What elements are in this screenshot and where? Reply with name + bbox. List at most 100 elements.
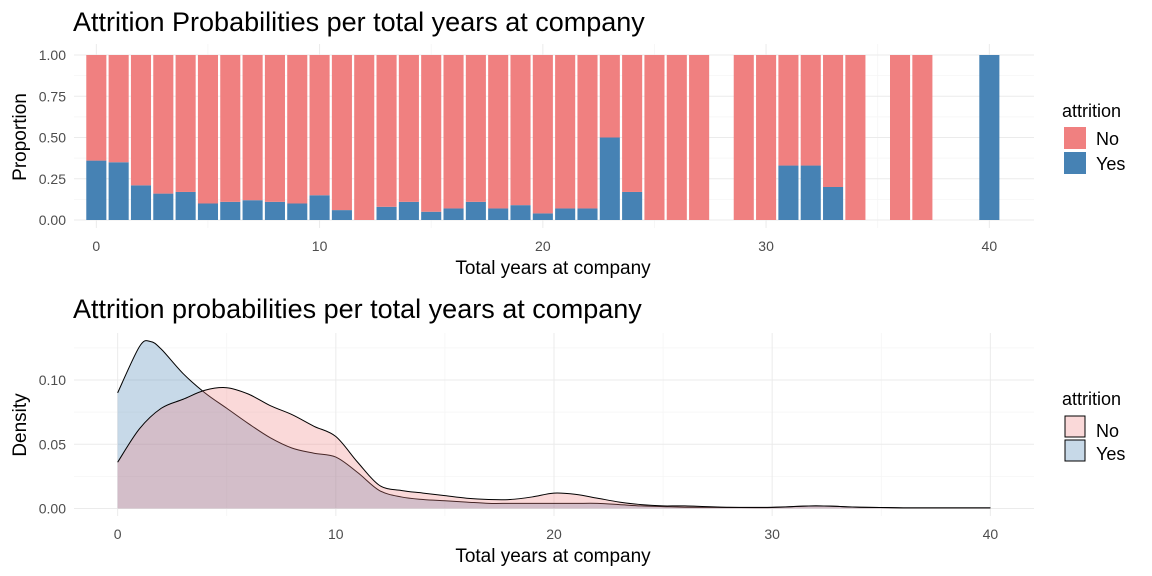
- bar-yes: [108, 162, 129, 220]
- bar-no: [733, 55, 754, 220]
- density-y-tick-label: 0.10: [39, 372, 66, 388]
- bar-no: [175, 55, 196, 192]
- bar-y-tick-label: 0.25: [39, 171, 66, 187]
- density-chart-y-ticks: 0.00 0.05 0.10: [39, 372, 66, 517]
- density-x-tick-label: 20: [546, 526, 562, 542]
- bar-no: [800, 55, 821, 166]
- bar-y-tick-label: 0.00: [39, 212, 66, 228]
- density-chart-x-axis-title: Total years at company: [455, 546, 651, 567]
- bar-yes: [287, 203, 308, 220]
- bar-x-tick-label: 0: [92, 238, 100, 254]
- bar-no: [890, 55, 911, 220]
- bar-no: [331, 55, 352, 211]
- density-x-tick-label: 0: [114, 526, 122, 542]
- bar-no: [242, 55, 263, 201]
- bar-yes: [130, 185, 152, 220]
- bar-yes: [443, 208, 464, 220]
- bar-no: [376, 55, 397, 207]
- bar-no: [666, 55, 687, 220]
- density-chart-x-ticks: 0 10 20 30 40: [114, 526, 999, 542]
- density-x-tick-label: 10: [328, 526, 344, 542]
- density-area-yes: [117, 340, 991, 509]
- bar-yes: [979, 55, 1000, 220]
- bar-chart-legend: attrition No Yes: [1062, 101, 1125, 174]
- density-chart-panel: Attrition probabilities per total years …: [10, 294, 1125, 567]
- density-legend-title: attrition: [1062, 389, 1121, 409]
- density-legend-swatch-no: [1064, 415, 1086, 438]
- bar-yes: [778, 165, 799, 220]
- bar-yes: [175, 191, 196, 220]
- density-legend-label-yes: Yes: [1096, 444, 1125, 464]
- density-chart-legend: attrition No Yes: [1062, 389, 1125, 464]
- bar-no: [465, 55, 486, 202]
- bar-no: [264, 55, 285, 202]
- density-y-tick-label: 0.00: [39, 501, 66, 517]
- bar-no: [220, 55, 241, 202]
- bar-no: [778, 55, 799, 166]
- bar-no: [644, 55, 665, 220]
- density-y-tick-label: 0.05: [39, 436, 66, 452]
- density-chart-areas: [117, 340, 991, 509]
- bar-chart-x-axis-title: Total years at company: [455, 258, 651, 279]
- bar-chart-y-axis-title: Proportion: [10, 93, 31, 181]
- bar-x-tick-label: 30: [758, 238, 774, 254]
- bar-no: [398, 55, 419, 202]
- bar-yes: [153, 193, 174, 220]
- bar-no: [845, 55, 866, 220]
- bar-no: [108, 55, 129, 163]
- bar-no: [421, 55, 442, 212]
- bar-yes: [398, 201, 419, 220]
- bar-no: [443, 55, 464, 209]
- bar-legend-title: attrition: [1062, 101, 1121, 121]
- bar-no: [532, 55, 553, 214]
- bar-yes: [421, 211, 442, 220]
- bar-chart-y-ticks: 0.00 0.25 0.50 0.75 1.00: [39, 47, 66, 228]
- bar-yes: [220, 201, 241, 220]
- density-x-tick-label: 30: [764, 526, 780, 542]
- bar-no: [354, 55, 375, 220]
- bar-no: [599, 55, 620, 138]
- bar-x-tick-label: 20: [535, 238, 551, 254]
- bar-no: [577, 55, 598, 209]
- density-chart-title: Attrition probabilities per total years …: [73, 294, 642, 324]
- bar-yes: [577, 208, 598, 220]
- bar-y-tick-label: 0.50: [39, 130, 66, 146]
- bar-yes: [800, 165, 821, 220]
- bar-chart-x-ticks: 0 10 20 30 40: [92, 238, 997, 254]
- bar-no: [309, 55, 330, 196]
- bar-yes: [532, 213, 553, 220]
- bar-yes: [555, 208, 576, 220]
- bar-no: [555, 55, 576, 209]
- bar-yes: [264, 201, 285, 220]
- bar-chart-panel: Attrition Probabilities per total years …: [10, 7, 1125, 279]
- bar-no: [823, 55, 844, 187]
- density-x-tick-label: 40: [983, 526, 999, 542]
- density-legend-swatch-yes: [1064, 439, 1086, 462]
- bar-yes: [197, 203, 218, 220]
- bar-yes: [86, 160, 107, 220]
- bar-yes: [309, 195, 330, 220]
- bar-no: [689, 55, 710, 220]
- bar-yes: [622, 191, 643, 220]
- bar-no: [510, 55, 531, 206]
- density-area-no: [117, 387, 991, 509]
- density-chart-y-axis-title: Density: [10, 393, 31, 457]
- bar-no: [488, 55, 509, 209]
- bar-yes: [242, 200, 263, 220]
- bar-chart-title: Attrition Probabilities per total years …: [73, 7, 645, 37]
- bar-yes: [823, 187, 844, 220]
- bar-legend-label-yes: Yes: [1096, 154, 1125, 174]
- bar-no: [130, 55, 152, 186]
- bar-x-tick-label: 40: [982, 238, 998, 254]
- bar-no: [86, 55, 107, 161]
- bar-y-tick-label: 1.00: [39, 47, 66, 63]
- bar-yes: [331, 210, 352, 220]
- bar-legend-swatch-no: [1064, 127, 1086, 149]
- bar-no: [197, 55, 218, 204]
- density-legend-label-no: No: [1096, 421, 1119, 441]
- density-line-no: [117, 387, 991, 509]
- bar-no: [287, 55, 308, 204]
- density-chart-grid: [74, 333, 1034, 516]
- bar-yes: [510, 205, 531, 220]
- bar-yes: [376, 206, 397, 220]
